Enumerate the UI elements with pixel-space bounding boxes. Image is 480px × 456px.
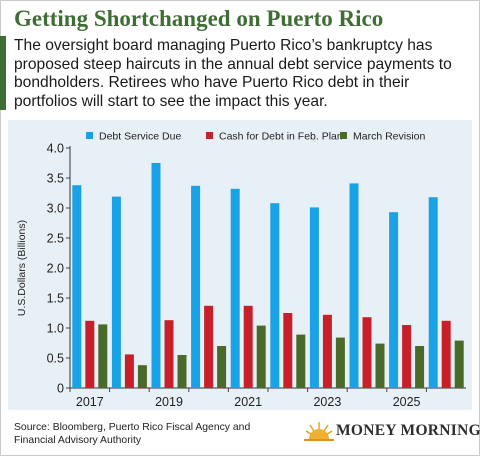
bar bbox=[177, 355, 187, 388]
accent-bar bbox=[0, 36, 6, 110]
bar bbox=[137, 365, 147, 388]
y-tick-label: 2.0 bbox=[47, 262, 64, 276]
y-tick-label: 3.5 bbox=[47, 172, 64, 186]
bar-chart: Debt Service Due Cash for Debt in Feb. Pl… bbox=[16, 131, 466, 409]
bar bbox=[191, 185, 201, 388]
bar bbox=[270, 203, 280, 388]
bar bbox=[98, 324, 108, 388]
x-tick-label: 2019 bbox=[155, 395, 183, 409]
bar bbox=[124, 354, 134, 388]
bar bbox=[362, 317, 372, 388]
bar bbox=[402, 325, 412, 388]
bar bbox=[454, 340, 464, 388]
x-tick-label: 2017 bbox=[76, 395, 104, 409]
bar bbox=[441, 320, 451, 388]
bar bbox=[349, 183, 359, 388]
bar bbox=[230, 188, 240, 388]
bar bbox=[217, 346, 227, 388]
legend-label: Cash for Debt in Feb. Plan bbox=[219, 131, 343, 143]
y-axis-title: U.S.Dollars (Billions) bbox=[16, 220, 28, 316]
legend-label: Debt Service Due bbox=[99, 131, 181, 143]
legend-swatch bbox=[206, 132, 213, 139]
bar bbox=[243, 305, 253, 388]
chart-area: Debt Service Due Cash for Debt in Feb. Pl… bbox=[8, 120, 472, 410]
legend-label: March Revision bbox=[353, 131, 426, 143]
bar bbox=[164, 320, 174, 388]
bar bbox=[151, 163, 161, 388]
bar bbox=[111, 196, 121, 388]
y-tick-label: 0.5 bbox=[47, 352, 64, 366]
y-tick-label: 4.0 bbox=[47, 142, 64, 156]
sunrise-icon bbox=[304, 422, 334, 441]
bar bbox=[283, 313, 293, 388]
bar bbox=[72, 185, 82, 388]
bar bbox=[204, 305, 214, 388]
bar bbox=[309, 207, 319, 388]
y-tick-label: 1.0 bbox=[47, 322, 64, 336]
bar bbox=[415, 346, 425, 388]
x-tick-label: 2023 bbox=[313, 395, 341, 409]
bar bbox=[375, 343, 385, 388]
y-tick-label: 3.0 bbox=[47, 202, 64, 216]
source-note: Source: Bloomberg, Puerto Rico Fiscal Ag… bbox=[14, 422, 251, 446]
bar bbox=[322, 314, 332, 388]
bar bbox=[335, 337, 345, 388]
bar bbox=[256, 325, 266, 388]
legend-swatch bbox=[86, 132, 93, 139]
y-tick-label: 2.5 bbox=[47, 232, 64, 246]
bar bbox=[389, 212, 399, 388]
headline: Getting Shortchanged on Puerto Rico bbox=[14, 6, 384, 31]
logo-text: MONEY MORNING bbox=[336, 422, 480, 439]
x-tick-label: 2021 bbox=[234, 395, 262, 409]
bar bbox=[85, 320, 95, 388]
y-tick-label: 0 bbox=[57, 382, 64, 396]
intro-paragraph: The oversight board managing Puerto Rico… bbox=[14, 37, 452, 110]
legend-swatch bbox=[340, 132, 347, 139]
y-tick-label: 1.5 bbox=[47, 292, 64, 306]
bar bbox=[296, 334, 306, 388]
bar bbox=[428, 197, 438, 388]
x-tick-label: 2025 bbox=[393, 395, 421, 409]
money-morning-logo: MONEY MORNING bbox=[304, 417, 480, 445]
